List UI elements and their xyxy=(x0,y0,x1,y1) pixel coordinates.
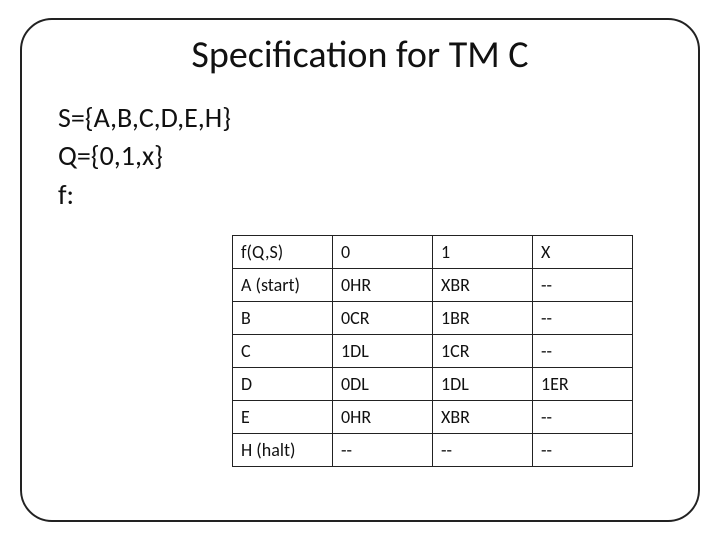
table-cell: XBR xyxy=(433,401,533,434)
table-cell: XBR xyxy=(433,269,533,302)
table-cell: -- xyxy=(333,434,433,467)
transition-function-label: f: xyxy=(58,177,662,213)
table-row: B 0CR 1BR -- xyxy=(233,302,633,335)
table-cell: D xyxy=(233,368,333,401)
header-cell: 0 xyxy=(333,236,433,269)
table-row: D 0DL 1DL 1ER xyxy=(233,368,633,401)
table-cell: 0DL xyxy=(333,368,433,401)
table-cell: A (start) xyxy=(233,269,333,302)
states-definition: S={A,B,C,D,E,H} xyxy=(58,100,662,136)
table-cell: 1DL xyxy=(333,335,433,368)
header-cell: 1 xyxy=(433,236,533,269)
table-row: H (halt) -- -- -- xyxy=(233,434,633,467)
page-title: Specification for TM C xyxy=(58,32,662,78)
table-row: E 0HR XBR -- xyxy=(233,401,633,434)
header-cell: f(Q,S) xyxy=(233,236,333,269)
table-cell: -- xyxy=(533,335,633,368)
alphabet-definition: Q={0,1,x} xyxy=(58,138,662,174)
table-cell: 0CR xyxy=(333,302,433,335)
table-cell: B xyxy=(233,302,333,335)
table-cell: E xyxy=(233,401,333,434)
table-cell: -- xyxy=(533,401,633,434)
table-cell: 1CR xyxy=(433,335,533,368)
definitions-block: S={A,B,C,D,E,H} Q={0,1,x} f: xyxy=(58,100,662,213)
table-cell: 0HR xyxy=(333,401,433,434)
table-row: C 1DL 1CR -- xyxy=(233,335,633,368)
slide-frame: Specification for TM C S={A,B,C,D,E,H} Q… xyxy=(20,18,700,522)
table-cell: H (halt) xyxy=(233,434,333,467)
table-cell: 1DL xyxy=(433,368,533,401)
transition-table-wrap: f(Q,S) 0 1 X A (start) 0HR XBR -- B 0CR … xyxy=(232,235,633,467)
table-cell: 1BR xyxy=(433,302,533,335)
table-cell: -- xyxy=(533,302,633,335)
table-cell: 1ER xyxy=(533,368,633,401)
table-cell: C xyxy=(233,335,333,368)
table-cell: -- xyxy=(533,434,633,467)
table-cell: -- xyxy=(433,434,533,467)
slide: Specification for TM C S={A,B,C,D,E,H} Q… xyxy=(0,0,720,540)
table-header-row: f(Q,S) 0 1 X xyxy=(233,236,633,269)
table-cell: 0HR xyxy=(333,269,433,302)
header-cell: X xyxy=(533,236,633,269)
transition-table: f(Q,S) 0 1 X A (start) 0HR XBR -- B 0CR … xyxy=(232,235,633,467)
table-row: A (start) 0HR XBR -- xyxy=(233,269,633,302)
table-cell: -- xyxy=(533,269,633,302)
